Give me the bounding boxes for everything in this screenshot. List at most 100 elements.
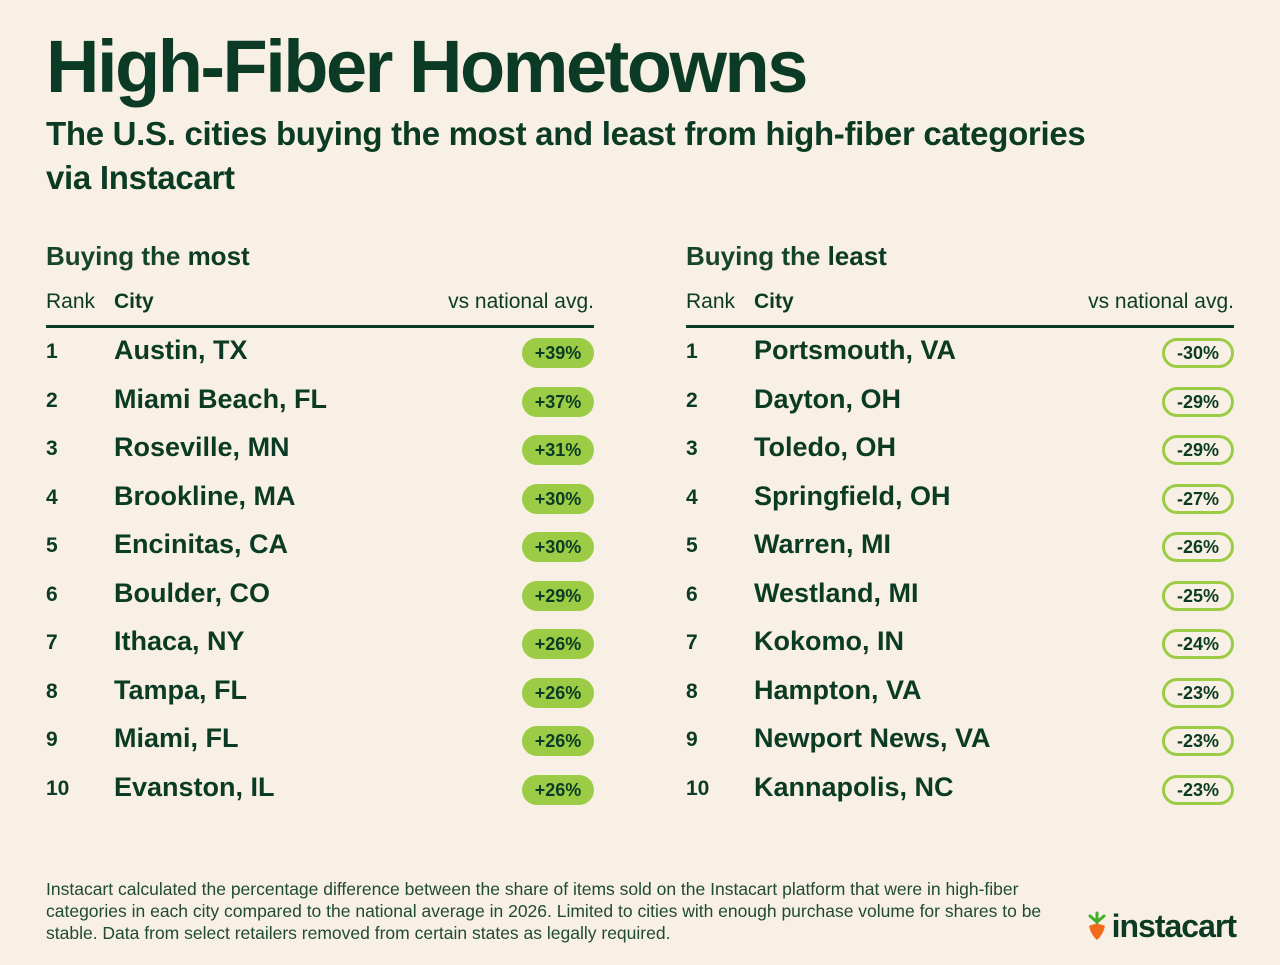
rank-cell: 2 [46, 388, 58, 412]
table-row: 9 Newport News, VA -23% [686, 718, 1234, 767]
least-title-prefix: Buying the [686, 241, 828, 271]
city-cell: Brookline, MA [114, 480, 296, 511]
table-row: 8 Tampa, FL +26% [46, 670, 594, 719]
city-cell: Boulder, CO [114, 577, 271, 608]
value-badge: +29% [522, 580, 594, 611]
rank-cell: 4 [46, 485, 58, 509]
least-title-emphasis: least [827, 241, 887, 271]
rank-cell: 6 [46, 582, 58, 606]
rank-cell: 1 [46, 340, 58, 363]
most-title-prefix: Buying the [46, 241, 188, 271]
city-cell: Kannapolis, NC [754, 771, 954, 802]
rank-cell: 5 [46, 534, 58, 557]
city-cell: Portsmouth, VA [754, 335, 956, 365]
most-panel-title: Buying the most [46, 236, 594, 276]
value-badge: +26% [522, 726, 594, 756]
page-title: High-Fiber Hometowns [46, 25, 808, 108]
rank-cell: 7 [46, 631, 58, 654]
city-cell: Westland, MI [754, 577, 919, 608]
most-header-rank: Rank [46, 290, 96, 313]
rank-cell: 2 [686, 388, 698, 412]
value-badge: -23% [1162, 726, 1234, 756]
least-panel: Buying the least Rank City vs national a… [686, 236, 1234, 815]
value-badge: -27% [1162, 483, 1234, 514]
city-cell: Toledo, OH [754, 432, 896, 462]
value-badge: +39% [522, 338, 594, 368]
value-badge: +30% [522, 483, 594, 514]
value-badge: -30% [1162, 338, 1234, 368]
table-row: 3 Roseville, MN +31% [46, 427, 594, 476]
city-cell: Newport News, VA [754, 723, 991, 753]
least-header-rank: Rank [686, 290, 736, 313]
table-row: 6 Boulder, CO +29% [46, 573, 594, 622]
value-badge: -23% [1162, 774, 1234, 805]
rank-cell: 7 [686, 631, 698, 654]
value-badge: +37% [522, 386, 594, 417]
least-panel-title: Buying the least [686, 236, 1234, 276]
value-badge: -26% [1162, 532, 1234, 562]
value-badge: -29% [1162, 435, 1234, 465]
value-badge: -24% [1162, 629, 1234, 659]
least-table-body: 1 Portsmouth, VA -30% 2 Dayton, OH -29% 3 Tol… [686, 330, 1234, 815]
rank-cell: 9 [46, 728, 58, 751]
instacart-logo: instacart [1086, 906, 1237, 946]
logo-text: instacart [1111, 907, 1237, 944]
table-row: 3 Toledo, OH -29% [686, 427, 1234, 476]
rank-cell: 6 [686, 582, 698, 606]
value-badge: -29% [1162, 386, 1234, 417]
least-header-avg: vs national avg. [1088, 290, 1234, 313]
table-row: 8 Hampton, VA -23% [686, 670, 1234, 719]
table-row: 2 Miami Beach, FL +37% [46, 379, 594, 428]
most-title-emphasis: most [187, 241, 250, 271]
value-badge: +26% [522, 629, 594, 659]
city-cell: Austin, TX [114, 335, 248, 365]
city-cell: Kokomo, IN [754, 626, 905, 656]
table-row: 6 Westland, MI -25% [686, 573, 1234, 622]
city-cell: Warren, MI [754, 529, 892, 559]
table-row: 1 Austin, TX +39% [46, 330, 594, 379]
least-table-header: Rank City vs national avg. [686, 286, 1234, 328]
rank-cell: 3 [46, 437, 58, 460]
least-header-city: City [754, 290, 794, 313]
value-badge: +30% [522, 532, 594, 562]
rank-cell: 10 [46, 776, 70, 800]
table-row: 10 Evanston, IL +26% [46, 767, 594, 816]
table-row: 10 Kannapolis, NC -23% [686, 767, 1234, 816]
most-table-header: Rank City vs national avg. [46, 286, 594, 328]
table-row: 4 Springfield, OH -27% [686, 476, 1234, 525]
city-cell: Hampton, VA [754, 674, 922, 705]
rank-cell: 1 [686, 340, 698, 363]
page-subtitle: The U.S. cities buying the most and leas… [46, 115, 1086, 196]
city-cell: Dayton, OH [754, 383, 902, 414]
value-badge: +31% [522, 435, 594, 465]
value-badge: +26% [522, 677, 594, 708]
value-badge: -23% [1162, 677, 1234, 708]
table-row: 9 Miami, FL +26% [46, 718, 594, 767]
city-cell: Evanston, IL [114, 771, 275, 802]
value-badge: +26% [522, 774, 594, 805]
rank-cell: 8 [46, 679, 58, 703]
rank-cell: 9 [686, 728, 698, 751]
rank-cell: 4 [686, 485, 698, 509]
table-row: 5 Warren, MI -26% [686, 524, 1234, 573]
table-row: 7 Ithaca, NY +26% [46, 621, 594, 670]
rank-cell: 3 [686, 437, 698, 460]
rank-cell: 10 [686, 776, 710, 800]
carrot-icon [1088, 911, 1106, 940]
city-cell: Springfield, OH [754, 480, 951, 511]
most-table-body: 1 Austin, TX +39% 2 Miami Beach, FL +37% 3 Ro… [46, 330, 594, 815]
most-header-city: City [114, 290, 154, 313]
rank-cell: 8 [686, 679, 698, 703]
table-row: 7 Kokomo, IN -24% [686, 621, 1234, 670]
most-panel: Buying the most Rank City vs national av… [46, 236, 594, 815]
city-cell: Ithaca, NY [114, 626, 245, 656]
city-cell: Encinitas, CA [114, 529, 289, 559]
table-row: 1 Portsmouth, VA -30% [686, 330, 1234, 379]
footnote: Instacart calculated the percentage diff… [46, 879, 1042, 943]
value-badge: -25% [1162, 580, 1234, 611]
table-row: 2 Dayton, OH -29% [686, 379, 1234, 428]
city-cell: Roseville, MN [114, 432, 290, 462]
table-row: 4 Brookline, MA +30% [46, 476, 594, 525]
city-cell: Miami, FL [114, 723, 239, 753]
rank-cell: 5 [686, 534, 698, 557]
